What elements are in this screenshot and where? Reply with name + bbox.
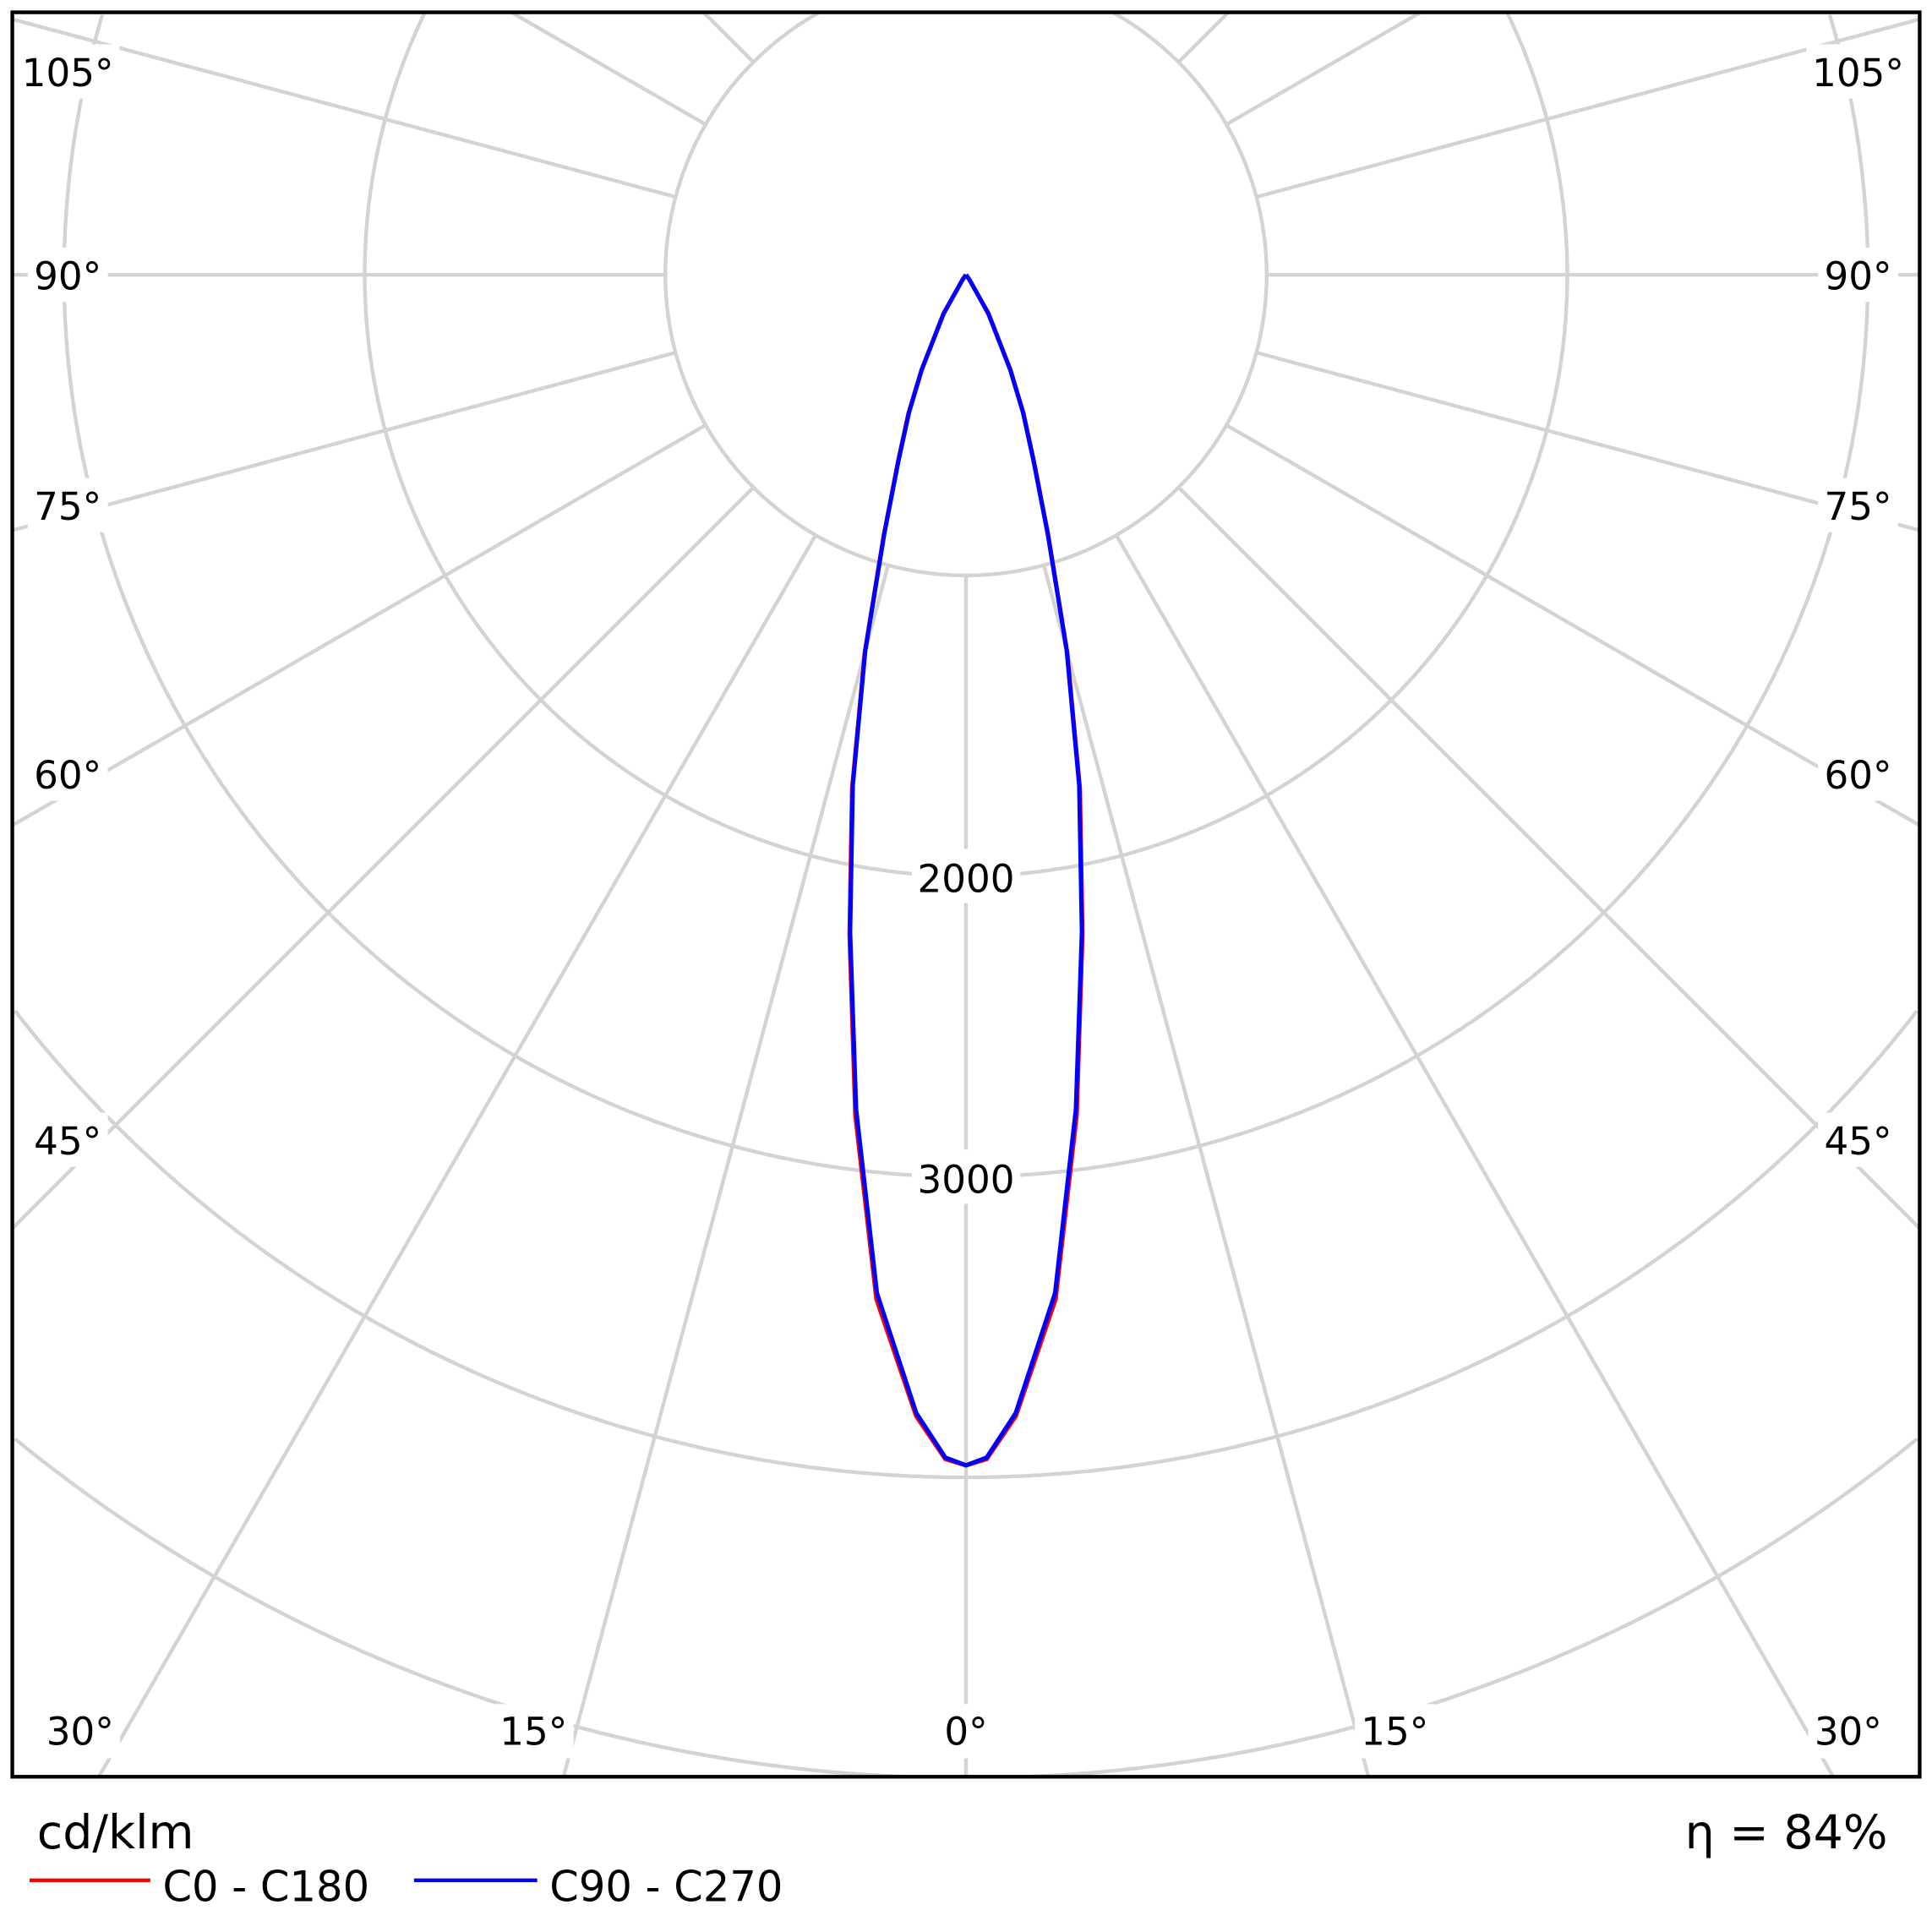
radial-gridline xyxy=(1114,534,1835,1778)
ring-gridline xyxy=(14,1437,901,1779)
angle-label-bg xyxy=(40,1704,121,1759)
radial-gridline xyxy=(1176,486,1921,1231)
ring-gridline xyxy=(966,13,1569,878)
ring-label-bg xyxy=(911,1149,1021,1204)
angle-label-right: 60° xyxy=(1824,753,1891,798)
angle-label-bg xyxy=(27,478,108,532)
radial-gridline xyxy=(1225,10,1422,127)
angle-label-right: 105° xyxy=(1812,51,1904,96)
angle-label-bottom: 0° xyxy=(944,1709,987,1754)
radial-gridline xyxy=(701,11,756,64)
radial-gridline xyxy=(510,10,707,127)
angle-label-bg xyxy=(1818,746,1898,801)
radial-gridline xyxy=(97,534,818,1778)
angle-label-bottom: 15° xyxy=(499,1709,567,1754)
angle-label-bg xyxy=(937,1704,995,1759)
angle-label-left: 60° xyxy=(34,753,101,798)
grid xyxy=(11,10,1921,1779)
unit-label: cd/klm xyxy=(37,1806,194,1860)
angle-label-bg xyxy=(493,1704,574,1759)
ring-gridline xyxy=(62,14,966,1179)
ring-gridline xyxy=(966,10,1269,578)
curves xyxy=(847,273,1085,1468)
radial-gridline xyxy=(561,565,891,1777)
radial-gridline xyxy=(11,486,756,1231)
angle-label-bg xyxy=(1808,1704,1889,1759)
angle-label-right: 90° xyxy=(1824,254,1891,299)
angle-label-bg xyxy=(1818,248,1898,303)
plot-frame xyxy=(10,10,1922,1779)
angle-label-bg xyxy=(1354,1704,1435,1759)
ring-gridline xyxy=(966,14,1870,1179)
angle-label-right: 75° xyxy=(1824,484,1891,529)
angle-label-bg xyxy=(15,44,120,99)
angle-label-bottom: 30° xyxy=(1815,1709,1882,1754)
labels: 2000 3000 105° 105° 90° 90° 75° 75° 60° 60° 45° 45°… xyxy=(15,44,1910,1759)
angle-label-right: 45° xyxy=(1824,1119,1891,1164)
ring-gridline xyxy=(14,1009,966,1480)
radial-gridline xyxy=(11,423,707,827)
angle-label-bottom: 30° xyxy=(46,1709,114,1754)
radial-gridline xyxy=(1176,11,1231,64)
ring-gridline xyxy=(1031,1437,1918,1779)
angle-label-left: 90° xyxy=(34,254,101,299)
angle-label-left: 45° xyxy=(34,1119,101,1164)
efficiency-label: η = 84% xyxy=(1685,1806,1888,1860)
radial-gridline xyxy=(1256,351,1920,532)
legend: C0 - C180 C90 - C270 xyxy=(29,1863,783,1912)
radial-gridline xyxy=(1041,565,1371,1777)
ring-label: 2000 xyxy=(918,857,1015,902)
angle-label-bg xyxy=(27,1112,108,1167)
ring-gridline xyxy=(966,1009,1918,1480)
angle-label-bg xyxy=(27,248,108,303)
legend-label-c0: C0 - C180 xyxy=(162,1863,369,1912)
angle-label-bg xyxy=(1806,44,1910,99)
angle-label-left: 105° xyxy=(22,51,114,96)
angle-label-bg xyxy=(27,746,108,801)
ring-gridline xyxy=(663,10,966,578)
radial-gridline xyxy=(12,351,676,532)
legend-label-c90: C90 - C270 xyxy=(549,1863,783,1912)
angle-label-bg xyxy=(1818,478,1898,532)
ring-label-bg xyxy=(911,849,1021,903)
angle-label-bottom: 15° xyxy=(1361,1709,1428,1754)
radial-gridline xyxy=(1225,423,1921,827)
angle-label-left: 75° xyxy=(34,484,101,529)
ring-gridline xyxy=(363,13,966,878)
angle-label-bg xyxy=(1818,1112,1898,1167)
ring-label: 3000 xyxy=(918,1157,1015,1202)
radial-gridline xyxy=(12,17,676,199)
